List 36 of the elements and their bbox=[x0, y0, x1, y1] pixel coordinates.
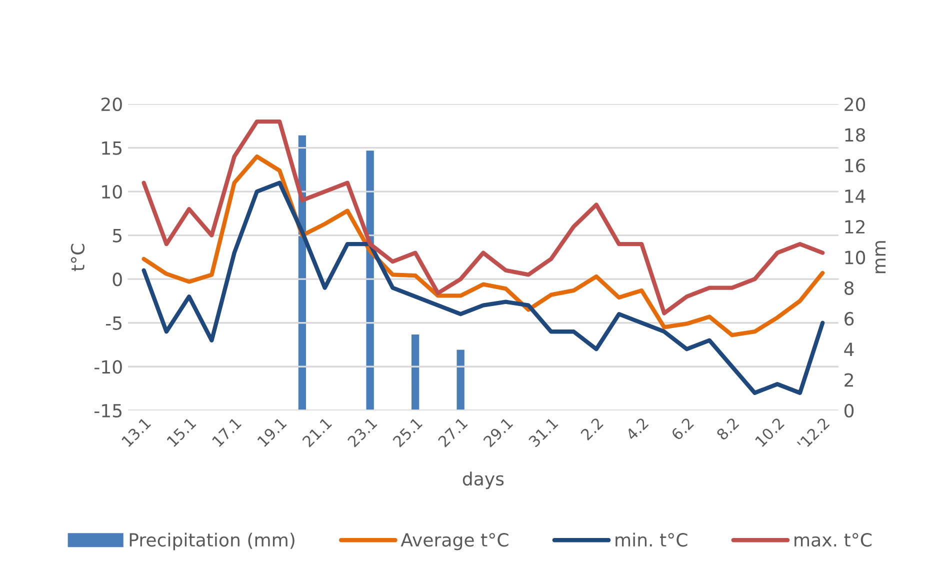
bar bbox=[455, 348, 466, 410]
y2-axis-title: mm bbox=[875, 241, 886, 274]
y2-tick-label: 0 bbox=[844, 404, 854, 418]
x-axis-title: days bbox=[462, 472, 504, 490]
y-tick-label: -10 bbox=[94, 360, 122, 374]
bar bbox=[364, 149, 376, 410]
y2-tick-label: 8 bbox=[844, 281, 854, 295]
y2-tick-label: 2 bbox=[844, 373, 853, 387]
y-tick-label: 20 bbox=[101, 98, 122, 112]
y2-tick-label: 18 bbox=[845, 128, 866, 142]
y2-tick-label: 20 bbox=[844, 98, 866, 112]
x-tick-label: 4.2 bbox=[625, 417, 649, 441]
y-tick-label: 0 bbox=[112, 272, 122, 286]
bar bbox=[410, 333, 421, 410]
y-axis-title: t°C bbox=[70, 244, 85, 272]
y-tick-label: 10 bbox=[102, 185, 122, 199]
y-tick-label: -15 bbox=[94, 404, 122, 418]
line-series bbox=[142, 180, 825, 395]
x-tick-label: 6.2 bbox=[670, 417, 694, 441]
x-tick-label: 8.2 bbox=[716, 417, 740, 441]
legend-label: Average t°C bbox=[400, 533, 508, 550]
y-tick-label: 15 bbox=[102, 142, 122, 155]
line-series bbox=[142, 154, 825, 338]
y2-tick-label: 14 bbox=[845, 190, 866, 203]
y2-tick-label: 10 bbox=[845, 250, 866, 264]
y2-tick-label: 6 bbox=[844, 312, 854, 326]
y-tick-label: 5 bbox=[113, 229, 122, 242]
y2-tick-label: 12 bbox=[845, 220, 864, 234]
legend-label: min. t°C bbox=[616, 532, 688, 547]
legend-label: Precipitation (mm) bbox=[130, 532, 294, 550]
legend-label: max. t°C bbox=[794, 533, 872, 547]
y2-tick-label: 4 bbox=[844, 342, 854, 356]
y2-tick-label: 16 bbox=[845, 158, 866, 172]
line-series bbox=[142, 119, 825, 316]
x-tick-label: 2.2 bbox=[580, 417, 604, 441]
y-tick-label: -5 bbox=[106, 316, 122, 330]
